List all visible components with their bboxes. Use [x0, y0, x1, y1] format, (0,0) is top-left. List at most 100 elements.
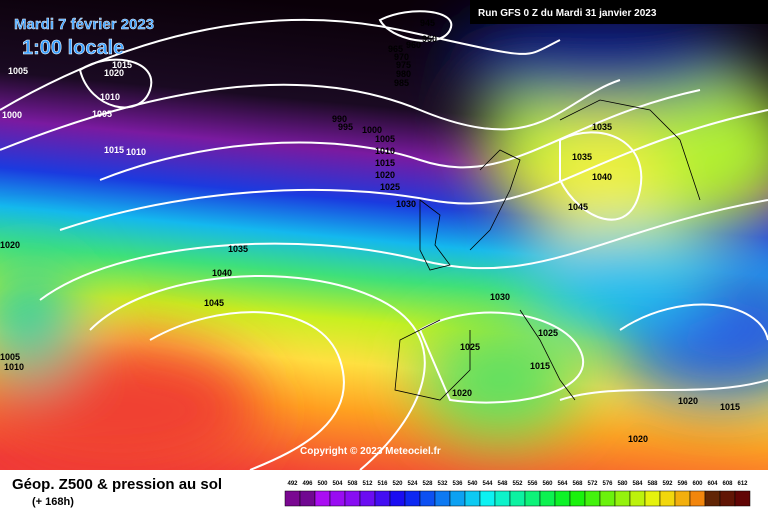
isobar-label: 1045: [204, 298, 224, 308]
scale-label: 508: [347, 481, 358, 487]
isobar-label: 1030: [396, 199, 416, 209]
run-banner: [470, 0, 768, 24]
coastlines: [394, 99, 701, 401]
isobar-label: 1020: [0, 240, 20, 250]
scale-label: 512: [362, 481, 373, 487]
map-title: Mardi 7 février 2023: [14, 16, 154, 33]
isobar-label: 1025: [460, 342, 480, 352]
scale-swatch: [659, 490, 676, 507]
scale-swatch: [464, 490, 481, 507]
scale-swatch: [449, 490, 466, 507]
scale-swatch: [359, 490, 376, 507]
isobar-label: 1005: [0, 352, 20, 362]
isobar-label: 950: [422, 34, 437, 44]
scale-label: 608: [722, 481, 733, 487]
scale-label: 528: [422, 481, 433, 487]
isobar-label: 1025: [538, 328, 558, 338]
isobar-label: 1010: [126, 147, 146, 157]
scale-label: 500: [317, 481, 328, 487]
scale-swatch: [374, 490, 391, 507]
scale-swatch: [644, 490, 661, 507]
isobar-label: 960: [406, 40, 421, 50]
scale-swatch: [629, 490, 646, 507]
scale-label: 544: [482, 481, 493, 487]
scale-label: 532: [437, 481, 448, 487]
scale-swatch: [524, 490, 541, 507]
scale-label: 576: [602, 481, 613, 487]
isobar-label: 990: [332, 114, 347, 124]
isobar-label: 970: [394, 52, 409, 62]
scale-label: 564: [557, 481, 568, 487]
isobar-label: 1035: [228, 244, 248, 254]
scale-swatch: [554, 490, 571, 507]
scale-label: 524: [407, 481, 418, 487]
scale-label: 516: [377, 481, 388, 487]
run-info: Run GFS 0 Z du Mardi 31 janvier 2023: [478, 8, 657, 19]
scale-label: 568: [572, 481, 583, 487]
isobar-label: 965: [388, 44, 403, 54]
isobar-label: 1000: [362, 125, 382, 135]
scale-label: 496: [302, 481, 313, 487]
isobar-label: 975: [396, 60, 411, 70]
scale-label: 592: [662, 481, 673, 487]
scale-swatch: [479, 490, 496, 507]
isobar-label: 1015: [375, 158, 395, 168]
scale-swatch: [719, 490, 736, 507]
isobar-label: 985: [394, 78, 409, 88]
isobar-label: 1020: [628, 434, 648, 444]
isobar-label: 1015: [104, 145, 124, 155]
scale-swatch: [434, 490, 451, 507]
isobar-label: 1010: [4, 362, 24, 372]
scale-label: 612: [737, 481, 748, 487]
isobar-label: 1045: [568, 202, 588, 212]
scale-swatch: [419, 490, 436, 507]
scale-label: 552: [512, 481, 523, 487]
scale-swatch: [689, 490, 706, 507]
scale-label: 556: [527, 481, 538, 487]
isobar-label: 1015: [720, 402, 740, 412]
isobar-label: 1020: [678, 396, 698, 406]
scale-swatch: [404, 490, 421, 507]
scale-swatch: [344, 490, 361, 507]
isobar-label: 1015: [112, 60, 132, 70]
isobar-label: 1035: [572, 152, 592, 162]
isobars: [0, 10, 768, 470]
scale-swatch: [704, 490, 721, 507]
isobar-label: 1005: [375, 134, 395, 144]
scale-swatch: [314, 490, 331, 507]
scale-swatch: [284, 490, 301, 507]
forecast-lead: (+ 168h): [32, 496, 74, 508]
isobar-label: 1040: [592, 172, 612, 182]
scale-label: 604: [707, 481, 718, 487]
scale-swatch: [599, 490, 616, 507]
scale-swatch: [584, 490, 601, 507]
isobar-label: 945: [420, 18, 435, 28]
scale-swatch: [734, 490, 751, 507]
isobar-label: 995: [338, 122, 353, 132]
scale-swatch: [539, 490, 556, 507]
scale-label: 540: [467, 481, 478, 487]
scale-swatch: [569, 490, 586, 507]
isobar-label: 980: [396, 69, 411, 79]
scale-label: 600: [692, 481, 703, 487]
scale-label: 536: [452, 481, 463, 487]
isobar-label: 1005: [8, 66, 28, 76]
isobar-label: 1010: [375, 146, 395, 156]
scale-swatch: [329, 490, 346, 507]
scale-label: 560: [542, 481, 553, 487]
scale-swatch: [509, 490, 526, 507]
isobar-label: 1015: [530, 361, 550, 371]
isobar-label: 1030: [490, 292, 510, 302]
local-time: 1:00 locale: [22, 37, 124, 59]
scale-label: 548: [497, 481, 508, 487]
scale-label: 520: [392, 481, 403, 487]
scale-swatch: [494, 490, 511, 507]
isobar-label: 1005: [92, 109, 112, 119]
scale-label: 596: [677, 481, 688, 487]
isobar-label: 1020: [452, 388, 472, 398]
scale-label: 588: [647, 481, 658, 487]
scale-swatch: [614, 490, 631, 507]
isobar-label: 1040: [212, 268, 232, 278]
